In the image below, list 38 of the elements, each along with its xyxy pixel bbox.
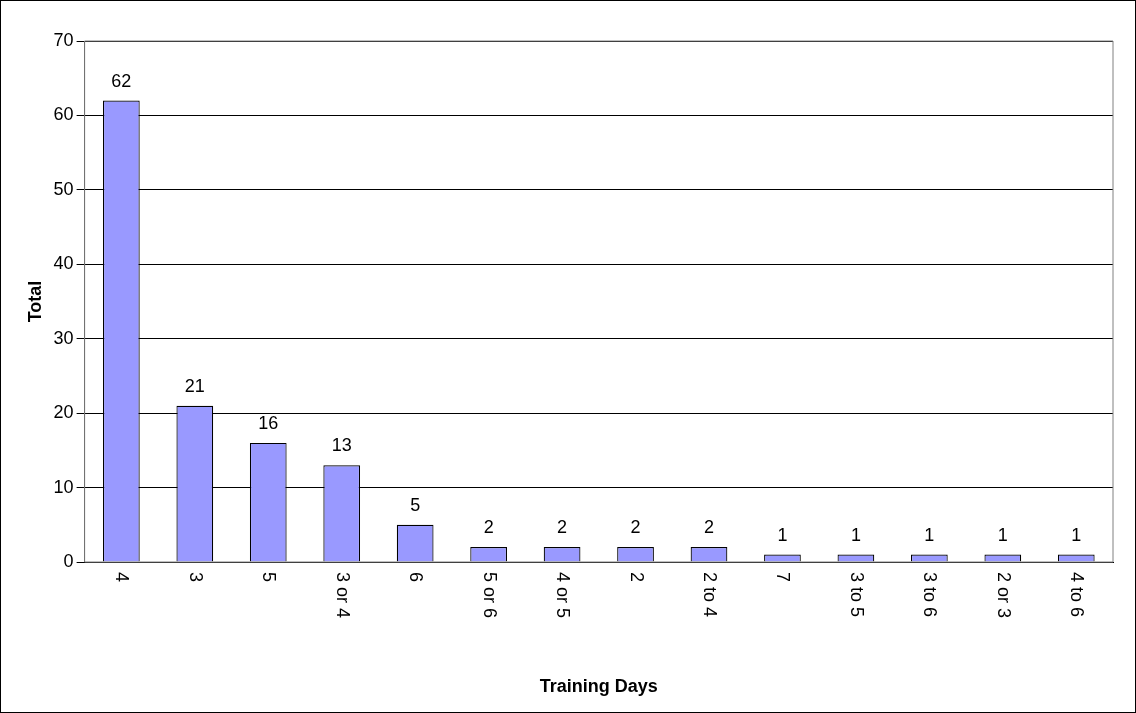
y-axis-title: Total [24,280,45,323]
data-label: 1 [777,524,788,545]
data-label: 21 [184,375,205,396]
data-label: 1 [1071,524,1082,545]
x-tick-label: 4 or 5 [553,572,574,619]
x-tick-label: 2 to 4 [700,572,721,618]
x-tick-label: 2 [626,572,647,583]
x-tick-label: 6 [406,572,427,583]
y-tick-label: 50 [53,178,74,199]
y-tick-label: 30 [53,327,74,348]
x-tick-label: 4 [112,572,133,583]
y-tick-label: 20 [53,402,74,423]
y-tick-label: 40 [53,253,74,274]
data-label: 5 [410,494,421,515]
data-label: 16 [258,412,279,433]
y-tick-label: 10 [53,476,74,497]
data-label: 13 [331,435,352,456]
y-tick-label: 70 [53,29,74,50]
data-label: 1 [850,524,861,545]
data-label: 2 [483,517,494,538]
x-tick-label: 5 or 6 [479,572,500,619]
x-axis-title: Training Days [539,676,658,697]
x-tick-label: 3 or 4 [332,572,353,619]
x-tick-label: 3 to 6 [920,572,941,618]
data-label: 2 [557,517,568,538]
y-tick-label: 0 [63,550,74,571]
data-label: 2 [630,517,641,538]
x-tick-label: 3 [185,572,206,583]
x-tick-label: 4 to 6 [1067,572,1088,618]
x-tick-label: 5 [259,572,280,583]
data-label: 62 [111,70,132,91]
x-tick-label: 2 or 3 [993,572,1014,619]
x-tick-label: 3 to 5 [846,572,867,618]
data-label: 1 [997,524,1008,545]
data-label: 1 [924,524,935,545]
x-tick-label: 7 [773,572,794,583]
y-tick-label: 60 [53,104,74,125]
data-label: 2 [703,517,714,538]
